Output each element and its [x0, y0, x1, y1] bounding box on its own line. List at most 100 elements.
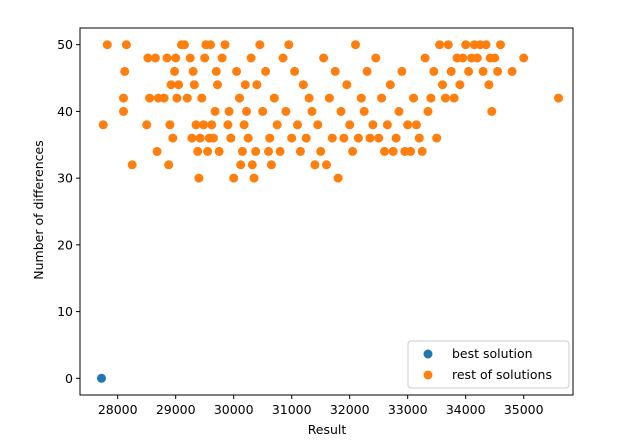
solution-point: [211, 66, 221, 76]
solution-point: [127, 160, 137, 170]
y-tick-label: 50: [57, 37, 73, 52]
solution-point: [220, 40, 230, 50]
solution-point: [406, 146, 416, 156]
solution-point: [239, 120, 249, 130]
x-axis: 28000 29000 30000 31000 32000 33000 34000 35000: [98, 395, 544, 417]
solution-point: [435, 40, 445, 50]
solution-point: [246, 53, 256, 63]
x-tick-label: 32000: [330, 402, 370, 417]
solution-point: [362, 66, 372, 76]
solution-point: [120, 66, 130, 76]
solution-point: [351, 40, 360, 50]
solution-point: [188, 66, 198, 76]
solution-point: [298, 80, 308, 90]
solution-point: [455, 80, 465, 90]
solution-point: [336, 106, 346, 116]
solution-point: [223, 120, 233, 130]
solution-point: [265, 133, 275, 143]
solution-point: [208, 133, 218, 143]
y-axis-label: Number of differences: [31, 140, 46, 279]
legend-marker-best-solution: [423, 349, 433, 359]
solution-point: [287, 133, 297, 143]
solution-point: [380, 146, 389, 156]
solution-point: [339, 133, 349, 143]
solution-point: [236, 160, 246, 170]
solution-point: [240, 80, 250, 90]
solution-point: [423, 106, 433, 116]
solution-point: [345, 120, 355, 130]
solution-point: [235, 93, 244, 103]
solution-point: [420, 53, 430, 63]
solution-point: [438, 80, 447, 90]
solution-point: [397, 66, 407, 76]
solution-point: [458, 53, 468, 63]
solution-point: [356, 93, 366, 103]
solution-point: [237, 146, 247, 156]
solution-point: [304, 93, 314, 103]
solution-point: [394, 106, 404, 116]
legend: best solution rest of solutions: [407, 340, 570, 389]
solution-point: [295, 146, 305, 156]
solution-point: [145, 93, 155, 103]
solution-point: [232, 66, 242, 76]
solution-point: [200, 53, 210, 63]
solution-point: [371, 53, 381, 63]
y-tick-label: 0: [65, 371, 73, 386]
solution-point: [365, 133, 375, 143]
solution-point: [278, 53, 288, 63]
y-tick-label: 40: [57, 104, 73, 119]
solution-point: [182, 93, 192, 103]
solution-point: [162, 53, 172, 63]
solution-point: [443, 40, 453, 50]
solution-point: [185, 53, 195, 63]
solution-point: [307, 106, 317, 116]
points-layer: [97, 40, 563, 383]
plot-frame: [79, 27, 574, 396]
solution-point: [478, 66, 488, 76]
solution-point: [417, 146, 427, 156]
solution-point: [255, 40, 265, 50]
solution-point: [368, 120, 378, 130]
solution-point: [472, 53, 482, 63]
solution-point: [449, 93, 459, 103]
solution-point: [327, 133, 337, 143]
solution-point: [388, 146, 398, 156]
x-axis-label: Result: [308, 422, 347, 437]
solution-point: [251, 146, 261, 156]
solution-point: [377, 93, 387, 103]
solution-point: [242, 106, 251, 116]
solution-point: [266, 160, 276, 170]
solution-point: [411, 120, 421, 130]
solution-point: [206, 40, 215, 50]
solution-point: [461, 40, 471, 50]
solution-point: [414, 133, 424, 143]
legend-label-best-solution: best solution: [452, 346, 533, 361]
x-tick-label: 34000: [446, 402, 486, 417]
solution-point: [171, 53, 181, 63]
y-tick-label: 20: [57, 237, 73, 252]
solution-point: [496, 40, 505, 50]
solution-point: [119, 93, 128, 103]
x-tick-label: 30000: [214, 402, 254, 417]
solution-point: [490, 53, 500, 63]
solution-point: [426, 93, 436, 103]
solution-point: [519, 53, 529, 63]
legend-label-rest-of-solutions: rest of solutions: [452, 367, 552, 382]
solution-point: [142, 120, 152, 130]
solution-point: [374, 133, 384, 143]
solution-point: [247, 160, 257, 170]
solution-point: [102, 40, 112, 50]
solution-point: [172, 93, 182, 103]
solution-point: [464, 66, 474, 76]
solution-point: [249, 173, 259, 183]
solution-point: [493, 66, 503, 76]
solution-point: [316, 146, 326, 156]
solution-point: [214, 146, 224, 156]
solution-point: [168, 133, 178, 143]
solution-point: [409, 93, 418, 103]
solution-point: [284, 40, 294, 50]
best-solution-point: [97, 373, 106, 383]
solution-point: [272, 120, 282, 130]
legend-frame: [407, 340, 570, 389]
